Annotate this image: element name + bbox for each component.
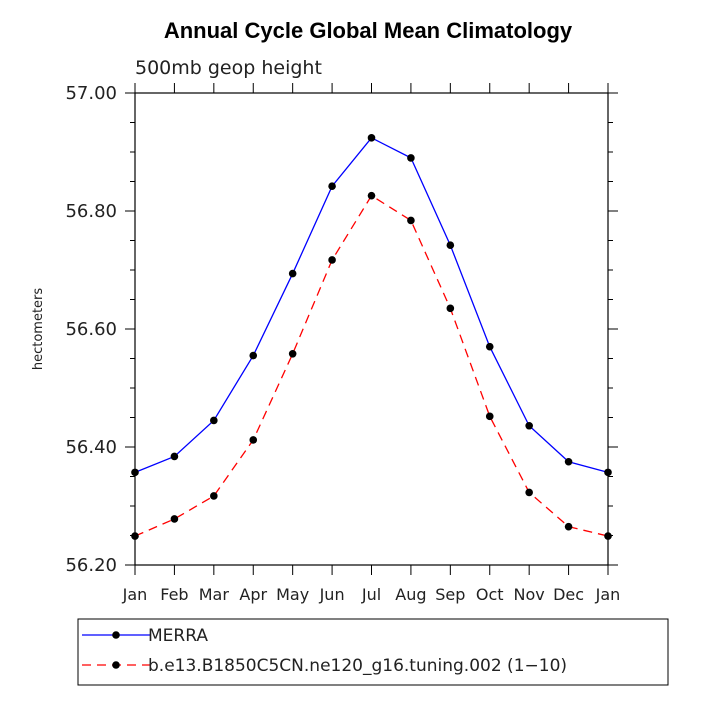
series-0-point [564, 457, 573, 466]
series-0-point [604, 468, 612, 477]
series-1-point [604, 532, 612, 540]
series-1-point [170, 515, 179, 523]
chart-title: Annual Cycle Global Mean Climatology [164, 18, 573, 43]
series-line-0 [134, 137, 609, 473]
x-tick-label: Jul [361, 585, 381, 604]
series-0-point [367, 134, 376, 142]
x-tick-label: Feb [160, 585, 188, 604]
x-tick-label: Jan [122, 585, 148, 604]
series-1-point [328, 256, 336, 264]
series-0-point [525, 421, 533, 430]
y-tick-label: 56.80 [65, 201, 117, 222]
x-tick-label: Oct [476, 585, 504, 604]
series-0-point [288, 269, 297, 278]
series-0-point [407, 154, 415, 162]
series-1-point [131, 532, 139, 540]
series-line-1 [134, 194, 609, 537]
y-tick-label: 56.60 [65, 319, 117, 340]
series-1-point [210, 492, 218, 500]
x-tick-label: Jan [595, 585, 621, 604]
legend-swatch-marker-0 [112, 631, 120, 639]
x-tick-label: Sep [435, 585, 465, 604]
series-0-point [485, 342, 494, 351]
y-axis-label: hectometers [31, 288, 46, 371]
x-tick-label: Dec [553, 585, 584, 604]
x-tick-label: Nov [514, 585, 545, 604]
x-tick-label: Aug [395, 585, 426, 604]
legend: MERRA b.e13.B1850C5CN.ne120_g16.tuning.00… [77, 618, 669, 686]
series-1-point [249, 436, 258, 444]
x-tick-label: Apr [239, 585, 267, 604]
series-1-point [564, 522, 573, 531]
series-1-point [525, 488, 533, 497]
y-tick-label: 56.40 [65, 437, 117, 458]
x-tick-label: May [276, 585, 309, 604]
legend-entry-0: MERRA [148, 626, 208, 646]
x-tick-label: Jun [319, 585, 345, 604]
series-0-point [131, 468, 139, 477]
chart-subtitle: 500mb geop height [135, 57, 322, 79]
series-1-point [446, 304, 455, 313]
series-0-point [328, 182, 336, 191]
plot-area: 56.20 56.40 56.60 56.80 57.00 Jan Feb Mar Apr May… [65, 83, 620, 604]
series-0-point [170, 452, 179, 461]
series-1-point [485, 412, 494, 421]
series-0-point [446, 241, 455, 250]
series-1-point [367, 191, 376, 200]
series-1-point [288, 349, 297, 358]
y-tick-label: 56.20 [65, 555, 117, 576]
legend-swatch-marker-1 [112, 661, 120, 669]
series-0-point [210, 416, 218, 425]
x-tick-label: Mar [199, 585, 230, 604]
series-0-point [249, 351, 258, 360]
series-1-point [407, 216, 415, 225]
plot-frame [134, 92, 609, 566]
legend-box [77, 618, 669, 686]
legend-entry-1: b.e13.B1850C5CN.ne120_g16.tuning.002 (1−… [148, 656, 567, 676]
y-tick-label: 57.00 [65, 83, 117, 104]
